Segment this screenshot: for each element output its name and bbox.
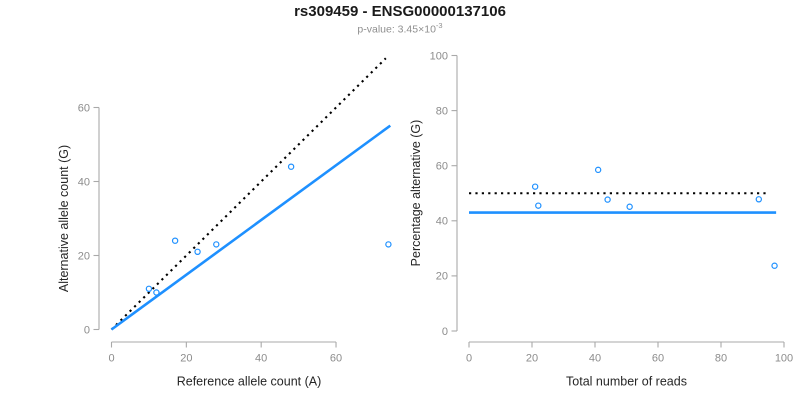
x-tick-label: 100: [775, 353, 793, 365]
y-tick-label: 0: [84, 324, 90, 336]
data-point: [531, 183, 539, 190]
x-tick-label: 40: [255, 353, 267, 365]
data-point: [194, 248, 201, 255]
data-point: [153, 289, 160, 296]
data-point: [385, 241, 392, 248]
data-point: [604, 196, 611, 203]
y-tick-label: 20: [78, 250, 90, 262]
left-y-axis-title: Alternative allele count (G): [57, 145, 71, 292]
pvalue-text: p-value: 3.45×10: [357, 23, 436, 36]
identity-line: [110, 57, 387, 331]
data-point: [771, 262, 778, 269]
x-tick-label: 60: [652, 353, 664, 365]
y-tick-label: 60: [78, 102, 90, 114]
data-point: [626, 203, 633, 210]
x-tick-label: 20: [180, 353, 192, 365]
y-tick-label: 20: [436, 271, 448, 283]
y-tick-label: 80: [436, 105, 448, 117]
x-tick-label: 40: [589, 353, 601, 365]
x-tick-label: 0: [466, 353, 472, 365]
x-tick-label: 20: [526, 353, 538, 365]
data-point: [213, 241, 220, 248]
figure-title: rs309459 - ENSG00000137106: [294, 3, 506, 20]
y-tick-label: 60: [436, 161, 448, 173]
right-y-axis-title: Percentage alternative (G): [409, 120, 423, 267]
data-point: [535, 202, 542, 209]
data-point: [755, 196, 763, 203]
figure-subtitle: p-value: 3.45×10-3: [0, 21, 800, 36]
x-tick-label: 60: [330, 353, 342, 365]
right-x-axis-title: Total number of reads: [566, 375, 687, 389]
y-tick-label: 40: [436, 216, 448, 228]
pvalue-exponent: -3: [435, 21, 443, 30]
y-tick-label: 100: [430, 50, 448, 62]
x-tick-label: 0: [108, 353, 114, 365]
fitted-line: [110, 124, 392, 331]
data-point: [171, 237, 179, 244]
y-tick-label: 0: [442, 326, 448, 338]
data-point: [287, 163, 295, 170]
y-tick-label: 40: [78, 176, 90, 188]
right-plot-percentage: Total number of reads Percentage alterna…: [409, 50, 793, 388]
left-plot-allele-counts: Reference allele count (A) Alternative a…: [57, 57, 392, 389]
left-x-axis-title: Reference allele count (A): [177, 375, 322, 389]
data-point: [594, 166, 602, 174]
data-point: [145, 285, 153, 292]
x-tick-label: 80: [715, 353, 727, 365]
